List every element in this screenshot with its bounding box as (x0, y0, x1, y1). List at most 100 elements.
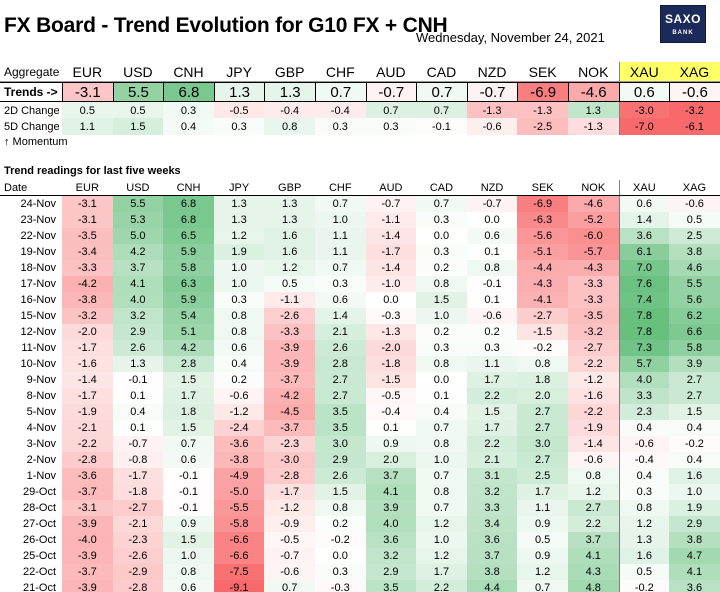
cell-nok: -4.3 (567, 260, 619, 276)
cell-gbp: 1.6 (264, 244, 315, 260)
column-header-gbp: GBP (278, 181, 302, 194)
change-2d-eur: 0.5 (62, 102, 113, 119)
cell-nzd: 1.7 (466, 372, 518, 388)
row-date: 10-Nov (20, 358, 56, 370)
cell-jpy: -7.5 (213, 564, 265, 580)
cell-cnh: 0.6 (163, 452, 214, 468)
cell-nok: -3.5 (567, 308, 619, 324)
cell-jpy: -0.6 (213, 388, 265, 404)
cell-cad: 0.3 (416, 340, 467, 356)
cell-aud: 3.9 (365, 500, 417, 516)
cell-xau: 5.7 (618, 356, 670, 372)
cell-xau: -0.2 (618, 580, 670, 592)
cell-sek: -2.7 (517, 308, 568, 324)
report-date: Wednesday, November 24, 2021 (416, 30, 605, 45)
cell-gbp: -4.2 (264, 388, 315, 404)
trend-value-eur: -3.1 (62, 83, 113, 101)
cell-aud: -1.7 (365, 244, 417, 260)
cell-cad: 2.2 (416, 580, 467, 592)
cell-nok: 4.8 (567, 580, 619, 592)
cell-xau: 7.8 (618, 308, 670, 324)
cell-gbp: 1.2 (264, 260, 315, 276)
row-date: 27-Oct (22, 518, 56, 530)
cell-nzd: 3.3 (466, 500, 518, 516)
cell-cad: 1.2 (416, 548, 467, 564)
cell-sek: 1.7 (517, 484, 568, 500)
cell-jpy: 1.3 (213, 212, 265, 228)
cell-cad: 0.7 (416, 420, 467, 436)
cell-cad: 1.0 (416, 532, 467, 548)
cell-chf: 3.5 (314, 404, 366, 420)
cell-cnh: 1.5 (163, 372, 214, 388)
cell-chf: -0.3 (314, 580, 366, 592)
cell-gbp: -3.0 (264, 452, 315, 468)
change-5d-gbp: 0.8 (264, 118, 315, 135)
cell-xau: 1.6 (618, 548, 670, 564)
cell-gbp: -1.2 (264, 500, 315, 516)
cell-jpy: -3.8 (213, 452, 265, 468)
cell-cad: 0.7 (416, 468, 467, 484)
cell-xau: 7.3 (618, 340, 670, 356)
cell-jpy: -3.6 (213, 436, 265, 452)
cell-jpy: -5.0 (213, 484, 265, 500)
cell-cnh: 0.8 (163, 564, 214, 580)
cell-eur: -3.6 (62, 468, 113, 484)
cell-aud: 2.0 (365, 452, 417, 468)
cell-nzd: -0.7 (466, 196, 518, 212)
cell-aud: 3.2 (365, 548, 417, 564)
cell-xag: 4.6 (669, 260, 720, 276)
cell-eur: -3.8 (62, 292, 113, 308)
table-row: 8-Nov -1.7 0.1 1.7 -0.6 -4.2 2.7 -0.5 0.1 2.2 2.0-… (0, 388, 720, 404)
cell-usd: 5.5 (112, 196, 164, 212)
row-date: 25-Oct (22, 550, 56, 562)
cell-xag: 2.9 (669, 516, 720, 532)
change-2d-chf: -0.4 (314, 102, 366, 119)
cell-gbp: -3.7 (264, 372, 315, 388)
cell-cnh: 6.3 (163, 276, 214, 292)
cell-gbp: -2.6 (264, 308, 315, 324)
row-date: 24-Nov (20, 198, 56, 210)
cell-xau: 7.6 (618, 276, 670, 292)
cell-cnh: 5.8 (163, 260, 214, 276)
cell-jpy: 1.9 (213, 244, 265, 260)
cell-gbp: -0.9 (264, 516, 315, 532)
cell-gbp: 1.3 (264, 196, 315, 212)
cell-eur: -2.8 (62, 452, 113, 468)
change-2d-nzd: -1.3 (466, 102, 518, 119)
cell-cnh: 4.2 (163, 340, 214, 356)
cell-sek: -1.5 (517, 324, 568, 340)
cell-nzd: 0.2 (466, 324, 518, 340)
cell-gbp: -3.7 (264, 420, 315, 436)
column-header-cnh: CNH (176, 181, 201, 194)
column-header-chf: CHF (328, 181, 352, 194)
cell-aud: -1.5 (365, 372, 417, 388)
momentum-label: ↑ Momentum (4, 136, 68, 148)
cell-jpy: -6.6 (213, 532, 265, 548)
cell-sek: -4.4 (517, 260, 568, 276)
cell-xau: 7.4 (618, 292, 670, 308)
cell-chf: 0.3 (314, 276, 366, 292)
cell-eur: -3.1 (62, 212, 113, 228)
cell-gbp: -0.6 (264, 564, 315, 580)
cell-usd: 1.3 (112, 356, 164, 372)
cell-chf: 3.5 (314, 420, 366, 436)
cell-chf: 2.6 (314, 468, 366, 484)
cell-chf: 0.0 (314, 548, 366, 564)
cell-aud: -0.5 (365, 388, 417, 404)
cell-gbp: -0.7 (264, 548, 315, 564)
cell-cnh: 6.5 (163, 228, 214, 244)
cell-nok: 3.7 (567, 532, 619, 548)
row-date: 18-Nov (20, 262, 56, 274)
cell-cad: 0.8 (416, 356, 467, 372)
cell-nok: -2.2 (567, 404, 619, 420)
cell-nzd: 1.5 (466, 404, 518, 420)
cell-xag: 6.2 (669, 308, 720, 324)
cell-nzd: 3.2 (466, 484, 518, 500)
table-row: 28-Oct -3.1 -2.7 -0.1 -5.5 -1.2 0.8 3.9 0.7 3.3 1.… (0, 500, 720, 516)
cell-cnh: 1.8 (163, 404, 214, 420)
cell-cad: 0.7 (416, 196, 467, 212)
cell-chf: 1.4 (314, 308, 366, 324)
cell-nzd: 2.1 (466, 452, 518, 468)
cell-chf: 1.1 (314, 228, 366, 244)
aggregate-header-row: Aggregate EUR USD CNH JPY GBP CHF AUD CAD NZD SEK… (0, 62, 720, 82)
